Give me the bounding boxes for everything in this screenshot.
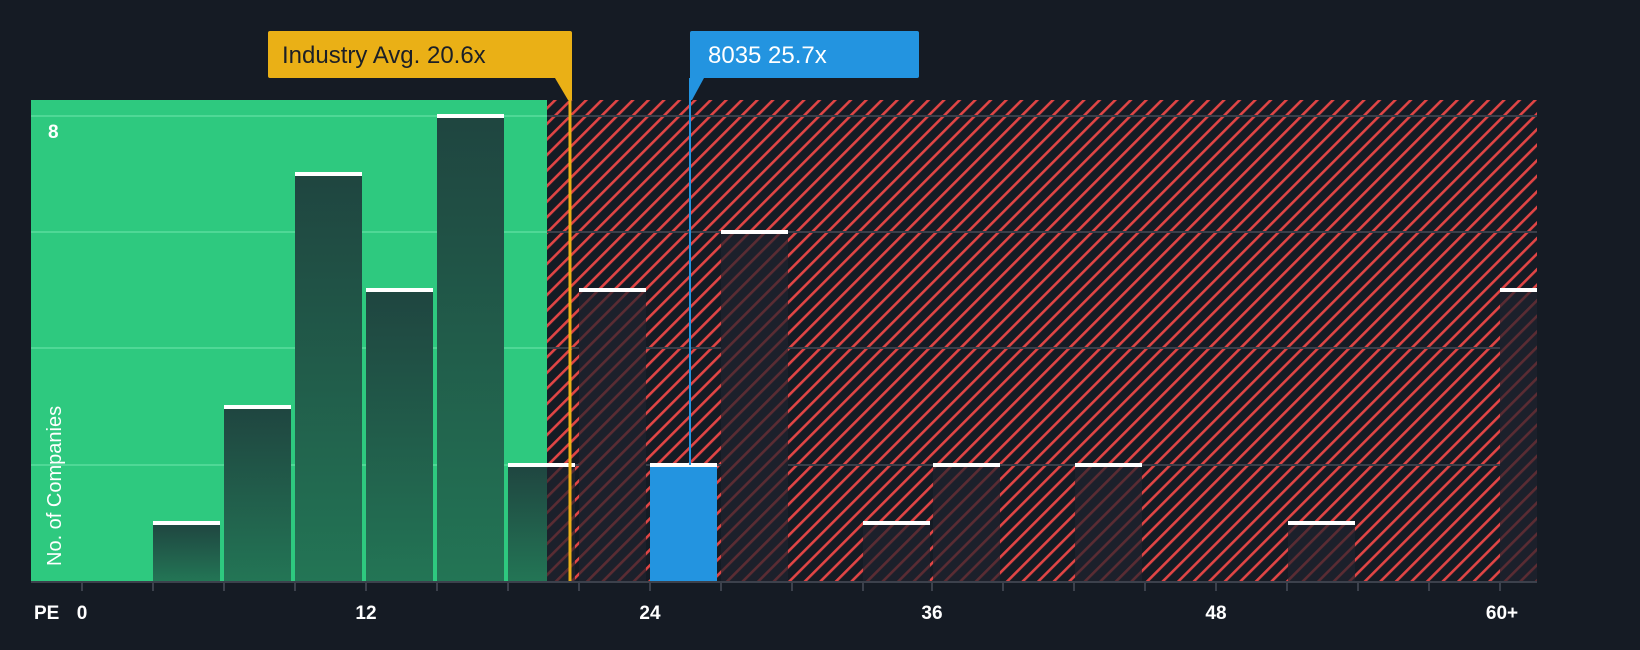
bar-27-30[interactable]: [721, 232, 788, 581]
bar-15-18[interactable]: [437, 116, 504, 581]
bar-51-54[interactable]: [1288, 523, 1355, 581]
industry-average-marker: Industry Avg. 20.6x: [268, 31, 572, 581]
bar-21-24[interactable]: [579, 290, 646, 581]
x-tick-0: 0: [77, 603, 88, 624]
bar-18-21-green[interactable]: [508, 465, 547, 581]
x-axis-name: PE: [34, 603, 59, 624]
y-axis-title: No. of Companies: [44, 406, 66, 566]
x-tick-24: 24: [639, 603, 661, 624]
industry-average-label: Industry Avg. 20.6x: [282, 42, 486, 69]
bar-36-39[interactable]: [933, 465, 1000, 581]
bar-33-36[interactable]: [863, 523, 930, 581]
bar-12-15[interactable]: [366, 290, 433, 581]
company-pe-label: 8035 25.7x: [708, 42, 827, 69]
y-tick-8: 8: [48, 122, 59, 143]
bar-42-45[interactable]: [1075, 465, 1142, 581]
bar-6-9[interactable]: [224, 407, 291, 581]
y-axis: 8 No. of Companies: [44, 122, 66, 566]
bar-60-plus[interactable]: [1500, 290, 1537, 581]
bar-9-12[interactable]: [295, 174, 362, 581]
bar-24-27-company[interactable]: [650, 465, 717, 581]
x-axis: PE 0 12 24 36 48 60+: [31, 581, 1537, 624]
x-tick-12: 12: [355, 603, 376, 624]
x-tick-36: 36: [921, 603, 942, 624]
bar-caps: [153, 114, 1537, 525]
histogram-bars: [153, 116, 1537, 581]
x-tick-48: 48: [1205, 603, 1226, 624]
x-tick-60-plus: 60+: [1486, 603, 1518, 624]
bar-3-6[interactable]: [153, 523, 220, 581]
company-marker: 8035 25.7x: [689, 31, 919, 465]
